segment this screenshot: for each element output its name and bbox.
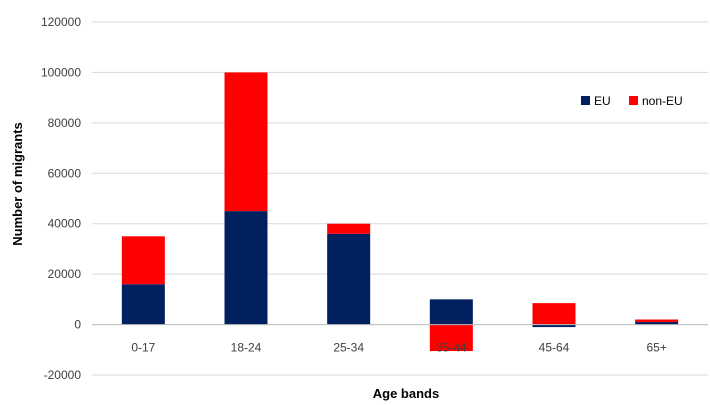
y-tick-label: 0 — [74, 318, 81, 332]
x-axis-title: Age bands — [373, 386, 439, 401]
y-tick-label: 80000 — [48, 116, 82, 130]
y-tick-label: 120000 — [41, 15, 81, 29]
y-tick-label: 100000 — [41, 65, 81, 79]
x-tick-label: 0-17 — [131, 341, 155, 355]
x-tick-label: 65+ — [646, 341, 666, 355]
y-tick-label: 20000 — [48, 267, 82, 281]
bar-eu-45-64 — [532, 324, 576, 328]
x-tick-label: 25-34 — [333, 341, 364, 355]
bar-non-eu-25-34 — [327, 223, 371, 234]
legend-swatch-non-eu — [629, 96, 638, 105]
bar-non-eu-18-24 — [224, 72, 268, 212]
y-tick-label: -20000 — [44, 368, 82, 382]
y-axis-tick-labels: -20000 0 20000 40000 60000 80000 100000 120000 — [41, 15, 81, 382]
bar-non-eu-45-64 — [532, 303, 576, 325]
bar-eu-18-24 — [224, 211, 268, 325]
x-axis-tick-labels: 0-17 18-24 25-34 35-44 45-64 65+ — [131, 341, 667, 355]
y-tick-label: 40000 — [48, 217, 82, 231]
x-tick-label: 18-24 — [231, 341, 262, 355]
y-axis-title: Number of migrants — [10, 122, 25, 246]
legend-label-eu: EU — [594, 94, 611, 108]
bar-non-eu-35-44 — [429, 324, 473, 352]
bar-eu-0-17 — [121, 284, 165, 325]
bar-eu-25-34 — [327, 233, 371, 325]
legend: EU non-EU — [581, 94, 683, 108]
y-tick-label: 60000 — [48, 166, 82, 180]
bar-non-eu-0-17 — [121, 236, 165, 285]
legend-swatch-eu — [581, 96, 590, 105]
bar-eu-65+ — [635, 322, 679, 325]
gridlines — [92, 21, 708, 376]
bar-non-eu-65+ — [635, 319, 679, 323]
bar-eu-35-44 — [429, 299, 473, 325]
bars — [121, 72, 679, 352]
x-tick-label: 35-44 — [436, 341, 467, 355]
x-tick-label: 45-64 — [539, 341, 570, 355]
legend-label-non-eu: non-EU — [642, 94, 683, 108]
